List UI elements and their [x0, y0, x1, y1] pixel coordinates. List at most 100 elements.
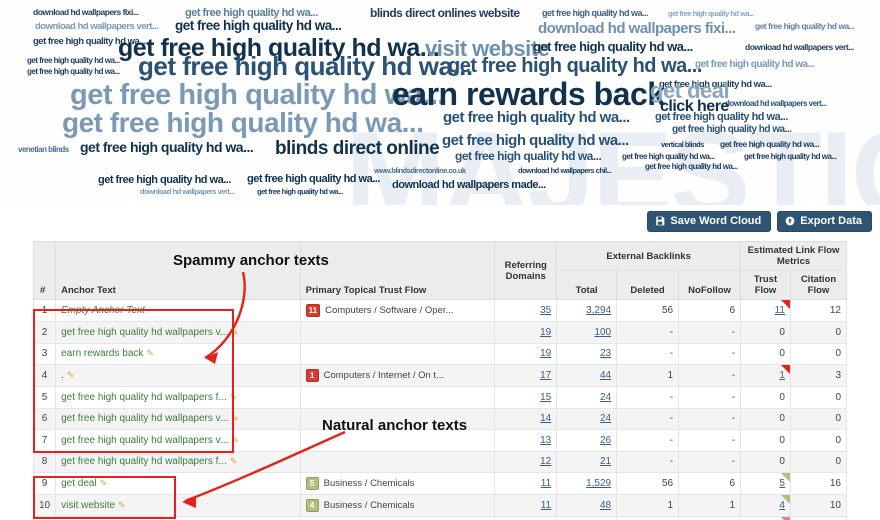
- cell-anchor-text[interactable]: get deal ✎: [55, 472, 301, 495]
- cell-anchor-text[interactable]: get free high quality hd wallpapers v...…: [55, 408, 301, 430]
- word-cloud-term[interactable]: download hd wallpapers vert...: [725, 99, 827, 108]
- cell-total-backlinks[interactable]: 21: [556, 451, 618, 473]
- cell-referring-domains[interactable]: 15: [494, 386, 558, 409]
- cell-referring-domains[interactable]: 35: [494, 299, 558, 322]
- cell-referring-domains[interactable]: 10: [494, 516, 558, 520]
- word-cloud-term[interactable]: get free high quality hd wa...: [442, 132, 629, 149]
- word-cloud-term[interactable]: get free high quality hd wa...: [668, 9, 754, 18]
- table-row[interactable]: 3 earn rewards back ✎ 19 23- -0 0: [32, 343, 848, 365]
- anchor-text-link[interactable]: earn rewards back: [61, 348, 144, 360]
- save-word-cloud-button[interactable]: Save Word Cloud: [647, 211, 772, 232]
- table-row[interactable]: 10 visit website ✎ 4 Business / Chemicals 11 4…: [32, 494, 848, 517]
- table-row[interactable]: 8 get free high quality hd wallpapers f..…: [32, 451, 848, 473]
- col-header-total[interactable]: Total: [556, 270, 618, 300]
- cell-anchor-text[interactable]: earn rewards back ✎: [55, 343, 301, 365]
- word-cloud-term[interactable]: get free high quality hd wa...: [62, 107, 424, 138]
- edit-pencil-icon[interactable]: ✎: [99, 478, 108, 488]
- cell-total-backlinks-value[interactable]: 48: [599, 500, 612, 511]
- edit-pencil-icon[interactable]: ✎: [66, 370, 75, 380]
- anchor-text-link[interactable]: visit website: [61, 500, 116, 511]
- col-header-anchor-text[interactable]: Anchor Text: [55, 241, 301, 300]
- word-cloud-term[interactable]: get free high quality hd wa...: [542, 8, 649, 18]
- table-row[interactable]: 11blinds direct online✎2Regional / Europ…: [32, 516, 848, 520]
- col-header-deleted[interactable]: Deleted: [616, 270, 680, 300]
- cell-total-backlinks-value[interactable]: 24: [599, 391, 612, 403]
- cell-trust-flow-value[interactable]: 1: [779, 370, 785, 381]
- table-row[interactable]: 5 get free high quality hd wallpapers f..…: [32, 386, 848, 409]
- edit-pencil-icon[interactable]: ✎: [231, 413, 239, 424]
- cell-anchor-text[interactable]: get free high quality hd wallpapers f...…: [55, 386, 301, 409]
- word-cloud-term[interactable]: download hd wallpapers vert...: [140, 187, 235, 196]
- word-cloud-term[interactable]: get free high quality hd wa...: [118, 34, 440, 62]
- cell-anchor-text[interactable]: get free high quality hd wallpapers f...…: [55, 451, 301, 473]
- word-cloud-term[interactable]: get free high quality hd wa...: [744, 152, 837, 161]
- word-cloud-term[interactable]: download hd wallpapers fixi...: [538, 20, 736, 37]
- word-cloud-term[interactable]: get free high quality hd wa...: [755, 21, 855, 31]
- word-cloud-term[interactable]: get free high quality hd wa...: [257, 187, 343, 196]
- word-cloud-term[interactable]: get free high quality hd wa...: [695, 59, 815, 70]
- cell-trust-flow-value[interactable]: 5: [779, 478, 785, 489]
- cell-total-backlinks[interactable]: 3,294: [556, 299, 618, 322]
- word-cloud-term[interactable]: vertical blinds: [661, 140, 704, 149]
- word-cloud-term[interactable]: get free high quality hd wa...: [138, 51, 473, 81]
- edit-pencil-icon[interactable]: ✎: [146, 348, 154, 359]
- cell-total-backlinks-value[interactable]: 1,529: [586, 478, 612, 489]
- anchor-text-link[interactable]: get free high quality hd wallpapers v...: [61, 326, 229, 338]
- cell-total-backlinks[interactable]: 24: [556, 408, 618, 430]
- cell-trust-flow-value[interactable]: 11: [774, 305, 785, 316]
- word-cloud-term[interactable]: get free high quality hd wa...: [645, 162, 738, 171]
- cell-referring-domains-value[interactable]: 17: [540, 370, 552, 381]
- cell-anchor-text[interactable]: . ✎: [55, 364, 301, 387]
- word-cloud-term[interactable]: click here: [660, 98, 729, 115]
- cell-total-backlinks-value[interactable]: 24: [599, 413, 612, 425]
- cell-referring-domains-value[interactable]: 19: [540, 326, 552, 338]
- cell-referring-domains-value[interactable]: 11: [540, 478, 552, 489]
- cell-anchor-text[interactable]: visit website ✎: [55, 494, 301, 517]
- word-cloud-term[interactable]: get free high quality hd wa...: [655, 111, 788, 123]
- word-cloud-term[interactable]: get free high quality hd wa...: [33, 36, 146, 47]
- cell-trust-flow-value[interactable]: 4: [779, 500, 785, 511]
- word-cloud-term[interactable]: blinds direct onlines website: [370, 6, 520, 20]
- cell-referring-domains[interactable]: 19: [494, 343, 558, 365]
- word-cloud-term[interactable]: get free high quality hd wa...: [70, 79, 445, 111]
- cell-referring-domains-value[interactable]: 15: [540, 391, 552, 403]
- word-cloud-term[interactable]: download hd wallpapers chil...: [518, 166, 612, 175]
- cell-trust-flow[interactable]: 2: [740, 516, 791, 520]
- cell-referring-domains-value[interactable]: 35: [540, 305, 552, 316]
- word-cloud-term[interactable]: download hd wallpapers made...: [392, 179, 546, 191]
- cell-total-backlinks-value[interactable]: 26: [599, 434, 612, 446]
- word-cloud-term[interactable]: get free high quality hd wa...: [455, 149, 602, 163]
- cell-total-backlinks[interactable]: 24: [556, 386, 618, 409]
- word-cloud-term[interactable]: download hd wallpapers vert...: [35, 21, 159, 32]
- cell-total-backlinks[interactable]: 44: [556, 364, 618, 387]
- word-cloud-term[interactable]: earn rewards back: [392, 76, 665, 112]
- edit-pencil-icon[interactable]: ✎: [118, 500, 126, 510]
- col-header-trust-flow[interactable]: Trust Flow: [740, 270, 791, 300]
- cell-total-backlinks[interactable]: 1,529: [556, 472, 618, 495]
- word-cloud-term[interactable]: blinds direct online: [275, 138, 440, 159]
- cell-referring-domains[interactable]: 19: [494, 321, 558, 344]
- anchor-text-link[interactable]: get free high quality hd wallpapers v...: [61, 434, 229, 446]
- word-cloud-term[interactable]: get free high quality hd wa...: [622, 152, 715, 161]
- anchor-text-link[interactable]: get deal: [61, 478, 97, 489]
- cell-referring-domains-value[interactable]: 19: [540, 348, 552, 360]
- cell-total-backlinks-value[interactable]: 44: [599, 370, 612, 381]
- cell-referring-domains-value[interactable]: 11: [540, 500, 552, 511]
- word-cloud-term[interactable]: get free high quality hd wa...: [672, 124, 792, 135]
- col-header-referring-domains[interactable]: Referring Domains: [494, 241, 558, 300]
- anchor-text-link[interactable]: get free high quality hd wallpapers f...: [61, 391, 227, 403]
- table-row[interactable]: 4. ✎ 1 Computers / Internet / On t... 17 44 1 -…: [32, 364, 848, 387]
- cell-anchor-text[interactable]: get free high quality hd wallpapers v...…: [55, 321, 301, 344]
- edit-pencil-icon[interactable]: ✎: [231, 434, 239, 445]
- cell-anchor-text[interactable]: Empty Anchor Text: [55, 299, 301, 322]
- cell-referring-domains-value[interactable]: 12: [540, 456, 552, 468]
- word-cloud-term[interactable]: get free high quality hd wa...: [175, 18, 342, 33]
- word-cloud-term[interactable]: get free high quality hd wa...: [448, 55, 702, 77]
- word-cloud-term[interactable]: get free high quality hd wa...: [443, 109, 630, 126]
- cell-total-backlinks-value[interactable]: 3,294: [586, 305, 612, 316]
- word-cloud-term[interactable]: www.blindsdirectonline.co.uk: [374, 166, 466, 175]
- table-row[interactable]: 1 Empty Anchor Text 11 Computers / Software…: [32, 299, 848, 322]
- cell-total-backlinks[interactable]: 100: [556, 321, 618, 344]
- col-header-nofollow[interactable]: NoFollow: [678, 270, 742, 300]
- cell-anchor-text[interactable]: get free high quality hd wallpapers v...…: [55, 429, 301, 452]
